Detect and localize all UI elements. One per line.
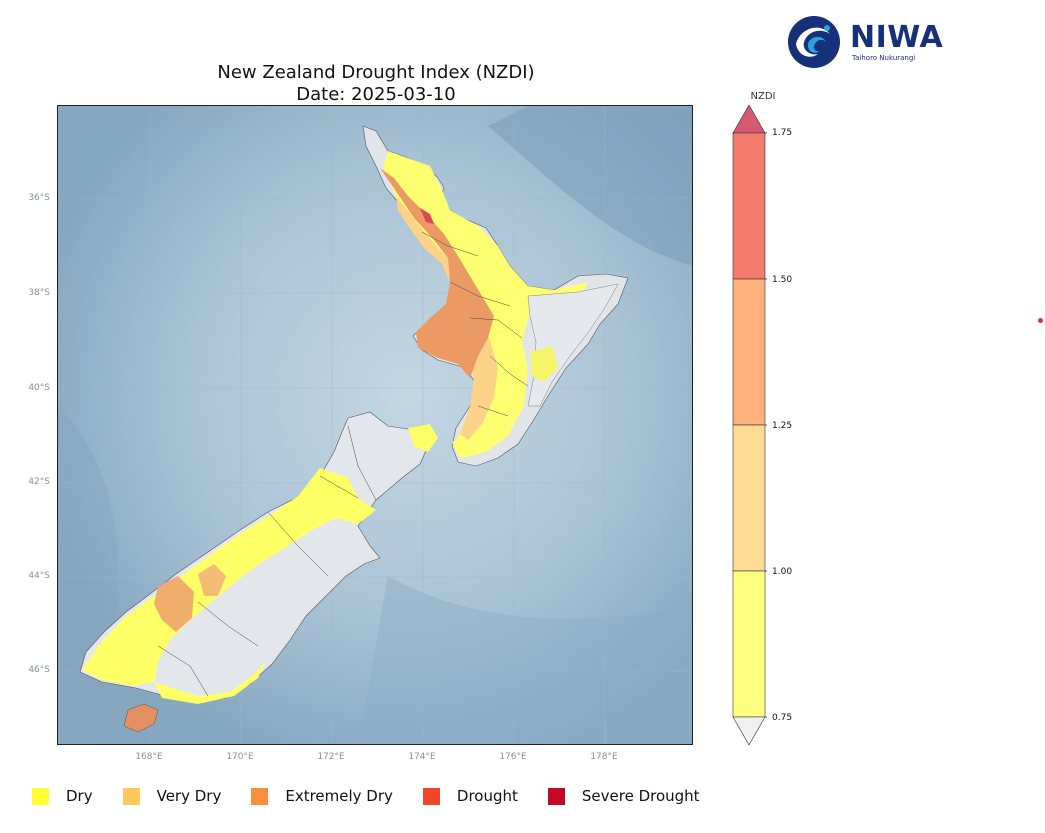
lon-label-172e: 172°E [317,752,345,762]
lat-label-36s: 36°S [28,193,50,203]
north-island-region-borders [421,231,529,417]
colorbar-band-1 [732,132,766,280]
marlborough-dry-patch [408,424,438,452]
colorbar-title: NZDI [750,91,776,102]
logo-name: NIWA [850,20,944,55]
legend-swatch [32,787,49,805]
colorbar-band-5 [732,716,766,746]
north-island-drought-patch [420,208,434,224]
south-island-dry-zone [82,468,376,686]
colorbar-tick-1-50: 1.50 [772,275,793,285]
legend-label: Drought [456,787,518,805]
colorbar-tick-1-25: 1.25 [772,421,793,431]
colorbar-graphic [732,104,768,746]
title-line-1: New Zealand Drought Index (NZDI) [217,62,535,83]
lon-label-168e: 168°E [135,752,163,762]
lon-label-178e: 178°E [590,752,618,762]
legend-swatch [422,787,440,805]
south-island-region-borders [157,425,377,697]
colorbar-tick-1-75: 1.75 [772,128,793,138]
legend-label: Extremely Dry [285,787,393,805]
hawkes-bay-dry-patch [530,346,558,382]
colorbar-tick-0-75: 0.75 [772,713,793,723]
fiordland-extremely-dry-patch [154,576,194,632]
colorbar-band-3 [732,424,766,572]
colorbar [731,103,768,748]
legend-label: Severe Drought [581,787,700,805]
north-island [362,125,629,467]
seafloor-south [358,576,692,744]
drought-map [57,105,693,745]
north-island-extremely-dry-zone [380,168,494,378]
legend-label: Very Dry [156,787,222,805]
marker-dot [1038,318,1043,323]
category-legend: Dry Very Dry Extremely Dry Drought Severe Dr… [32,787,730,805]
chart-title: New Zealand Drought Index (NZDI) Date: 2… [58,62,694,106]
south-island [79,411,429,704]
legend-item-severe-drought: Severe Drought [547,787,700,805]
lat-label-44s: 44°S [28,571,50,581]
legend-swatch [122,787,140,805]
lon-label-170e: 170°E [226,752,254,762]
lat-label-42s: 42°S [28,477,50,487]
legend-item-extremely-dry: Extremely Dry [251,787,393,805]
lon-label-176e: 176°E [499,752,527,762]
colorbar-band-4 [732,570,766,718]
lat-label-38s: 38°S [28,288,50,298]
legend-item-very-dry: Very Dry [122,787,222,805]
legend-label: Dry [66,787,93,805]
colorbar-band-2 [732,278,766,426]
logo-subtitle: Taihoro Nukurangi [852,54,916,62]
legend-item-drought: Drought [422,787,518,805]
lat-label-40s: 40°S [28,383,50,393]
title-line-2: Date: 2025-03-10 [296,84,456,105]
southland-dry-strip [154,662,266,704]
stewart-island [123,703,159,733]
legend-item-dry: Dry [32,787,93,805]
fiordland-very-dry-patch [198,564,226,596]
niwa-swirl-logo-icon [788,16,840,68]
seafloor-trench [488,106,692,266]
colorbar-band-0 [732,104,766,134]
wellington-dry-patch [452,436,470,458]
lat-label-46s: 46°S [28,665,50,675]
map-canvas [58,106,692,744]
niwa-logo: NIWA Taihoro Nukurangi [786,14,946,72]
legend-swatch [251,787,269,805]
lon-label-174e: 174°E [408,752,436,762]
colorbar-tick-1-00: 1.00 [772,567,793,577]
legend-swatch [547,787,565,805]
